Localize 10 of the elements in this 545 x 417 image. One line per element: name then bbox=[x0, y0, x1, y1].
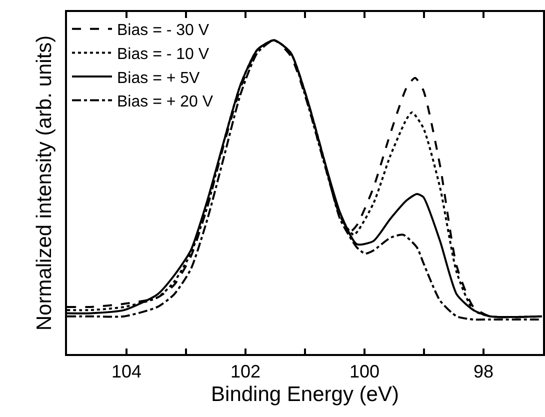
x-tick-label: 100 bbox=[349, 361, 380, 382]
x-tick-label: 104 bbox=[111, 361, 142, 382]
legend-label: Bias = + 20 V bbox=[117, 94, 214, 111]
y-axis-title: Normalized intensity (arb. units) bbox=[32, 35, 56, 331]
legend-label: Bias = + 5V bbox=[117, 70, 200, 87]
x-axis-title: Binding Energy (eV) bbox=[211, 383, 399, 406]
legend-label: Bias = - 10 V bbox=[117, 46, 210, 63]
x-tick-label: 102 bbox=[230, 361, 261, 382]
legend-label: Bias = - 30 V bbox=[117, 22, 210, 40]
x-tick-label: 98 bbox=[473, 361, 494, 382]
